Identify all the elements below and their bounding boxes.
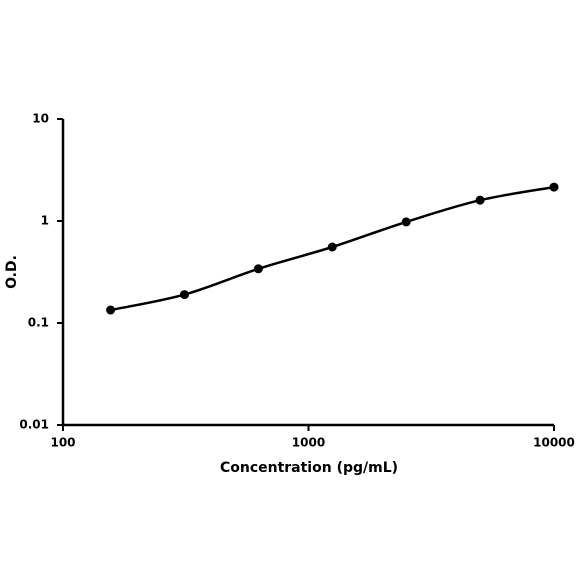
y-tick-label: 0.1: [28, 316, 49, 330]
y-tick-label: 0.01: [19, 418, 49, 432]
x-axis-title: Concentration (pg/mL): [220, 460, 398, 476]
data-point: [475, 195, 485, 205]
data-point: [253, 264, 263, 274]
y-tick-label: 1: [41, 214, 49, 228]
x-tick-label: 100: [50, 436, 75, 450]
data-point: [401, 217, 411, 227]
data-point: [179, 290, 189, 300]
data-point: [327, 242, 337, 252]
data-point: [106, 305, 116, 315]
y-tick-label: 10: [32, 112, 49, 126]
data-point: [549, 182, 559, 192]
x-tick-label: 10000: [533, 436, 575, 450]
x-tick-label: 1000: [292, 436, 325, 450]
y-axis-title: O.D.: [4, 255, 20, 289]
